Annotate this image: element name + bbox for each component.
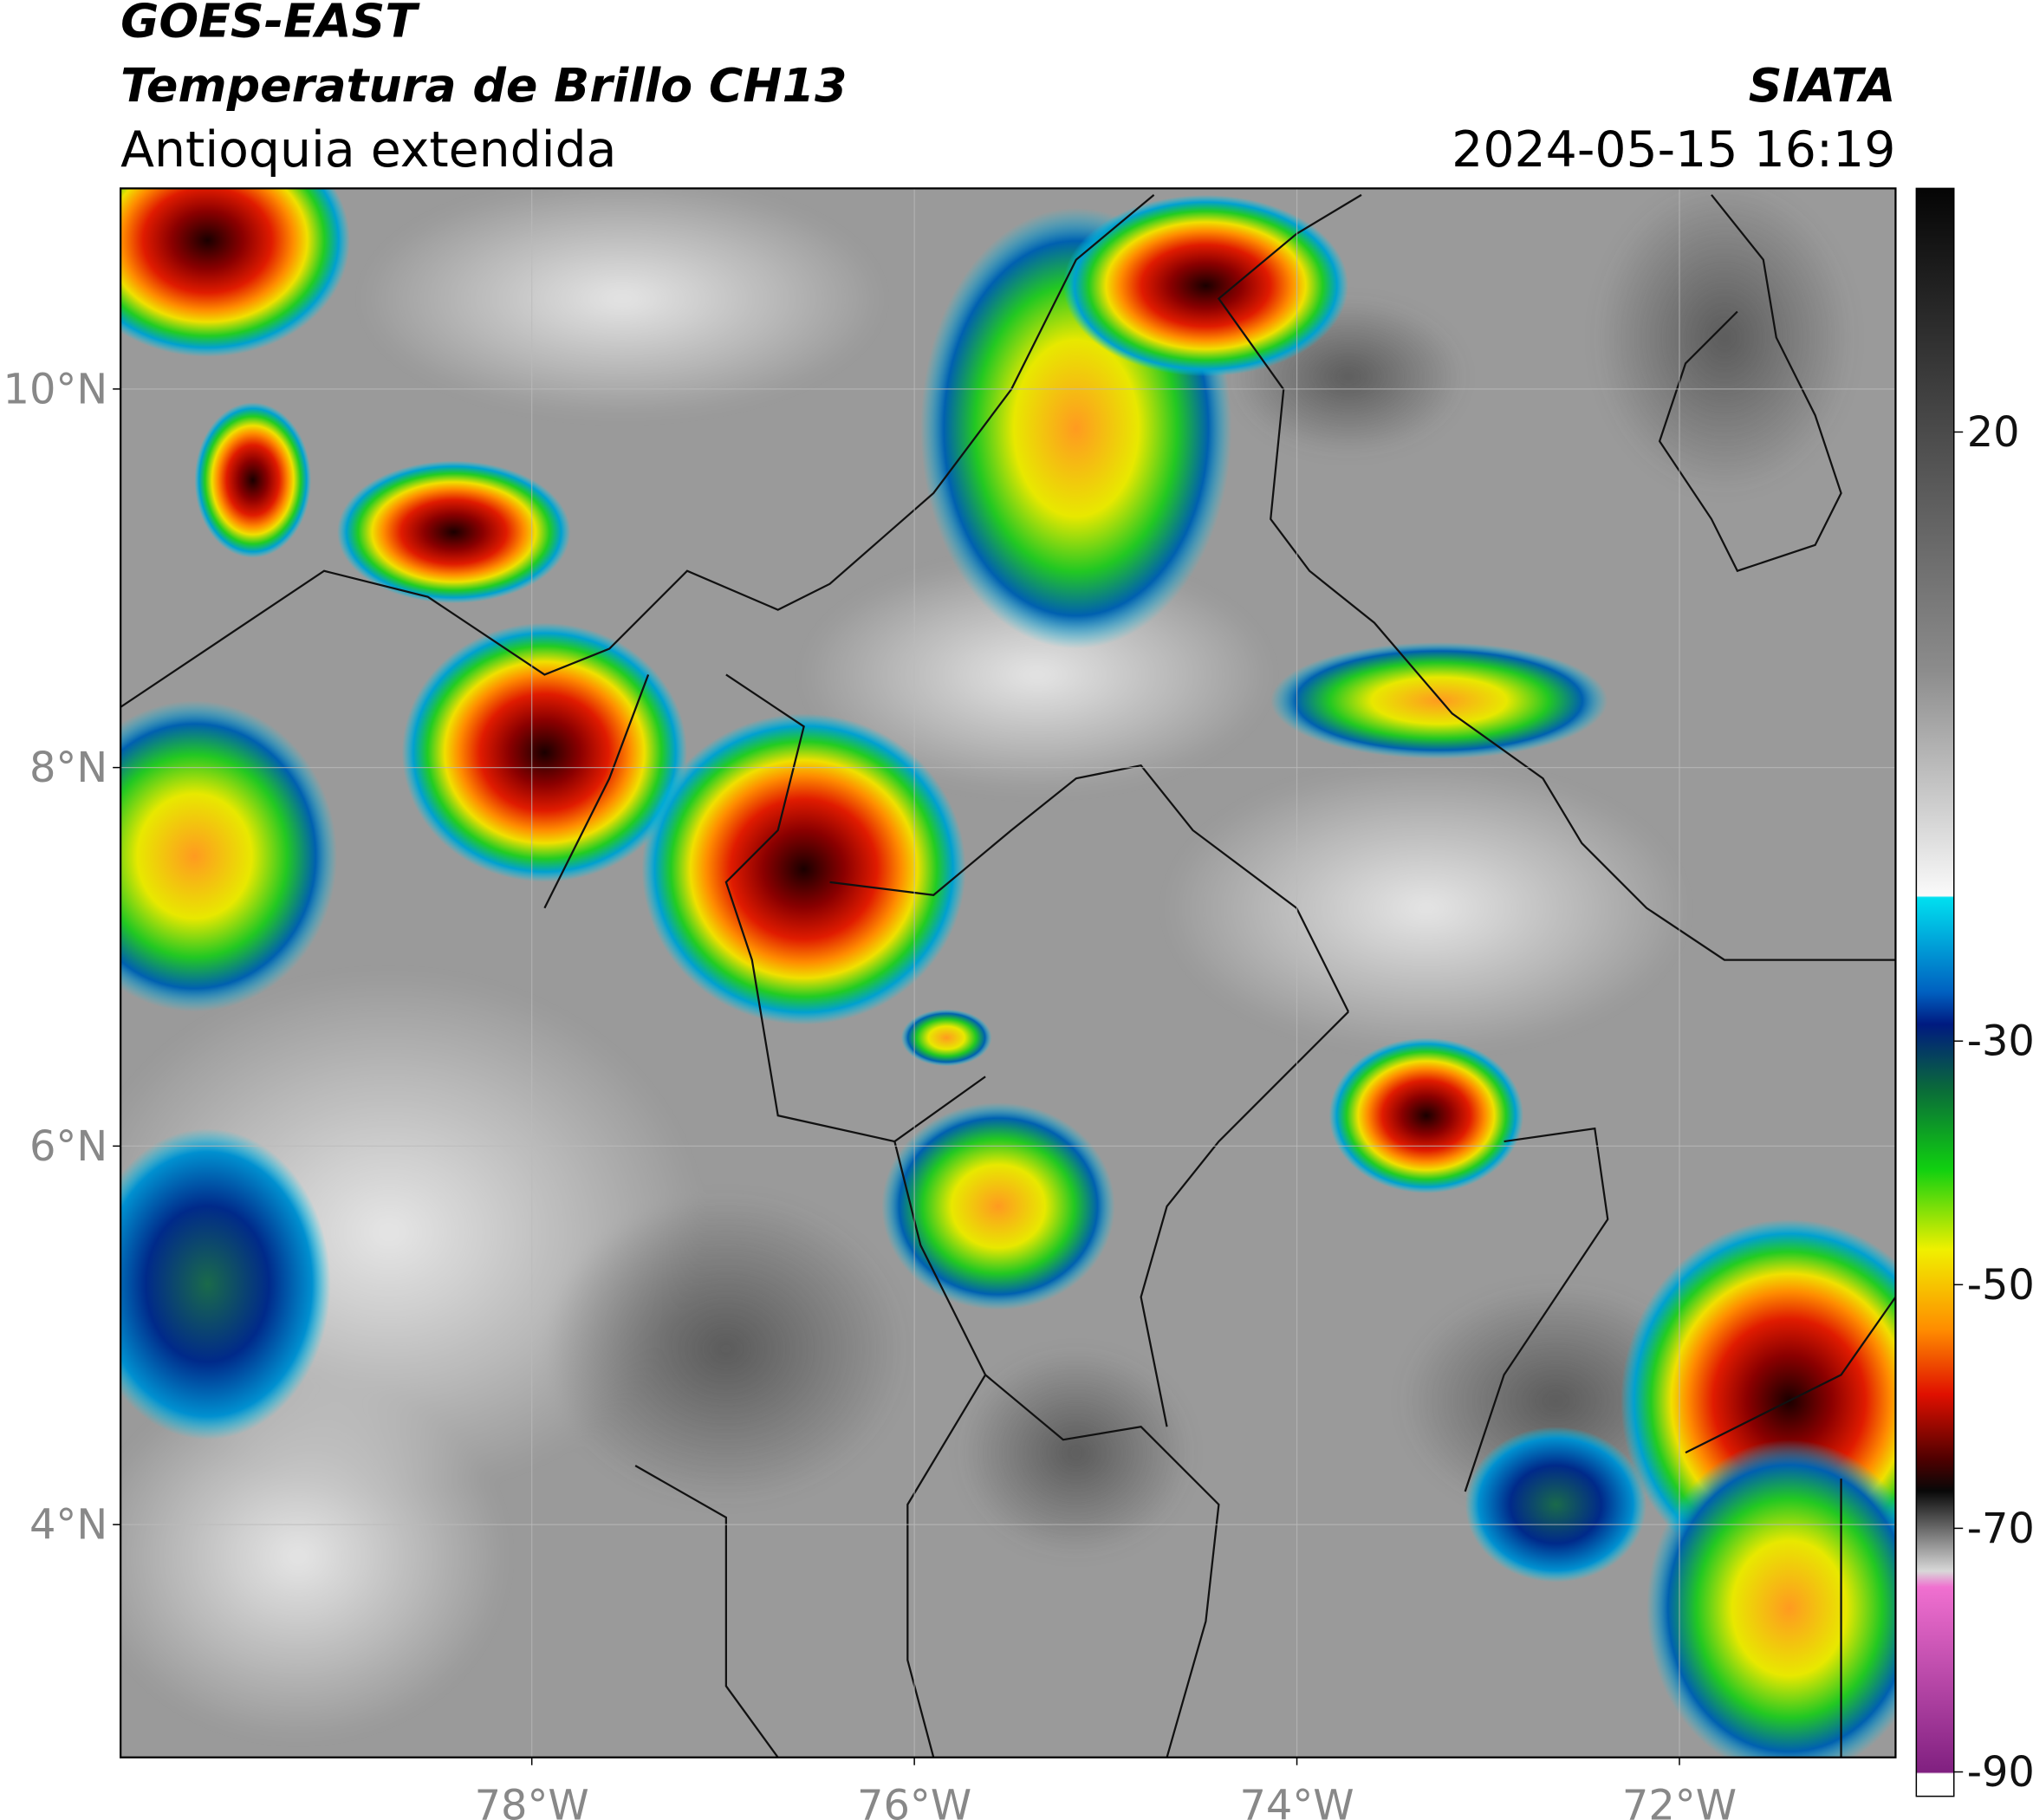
datetime-title: 2024-05-15 16:19 (1452, 121, 1895, 179)
colorbar-tick-label: -70 (1967, 1505, 2033, 1553)
colorbar-tick-label: 20 (1967, 409, 2020, 457)
x-tick-label: 72°W (1622, 1783, 1737, 1820)
convective-cells (120, 188, 1896, 1758)
graticule (120, 188, 1896, 1758)
region-title: Antioquia extendida (120, 121, 616, 179)
product-title: Temperatura de Brillo CH13 (120, 58, 847, 113)
x-tick-label: 78°W (475, 1783, 589, 1820)
y-tick-label: 10°N (3, 366, 108, 413)
colorbar-tick-label: -50 (1967, 1262, 2033, 1310)
x-tick-label: 74°W (1239, 1783, 1354, 1820)
satellite-title: GOES-EAST (120, 0, 420, 48)
satellite-image (120, 188, 1896, 1758)
borders (120, 193, 1896, 1758)
map-frame (120, 187, 1897, 1758)
y-tick-label: 6°N (29, 1123, 107, 1171)
x-tick-label: 76°W (857, 1783, 971, 1820)
colorbar (1915, 187, 1955, 1797)
y-tick-label: 4°N (29, 1502, 107, 1550)
source-title: SIATA (1749, 58, 1896, 113)
y-tick-label: 8°N (29, 744, 107, 792)
colorbar-tick-label: -30 (1967, 1018, 2033, 1066)
colorbar-tick-label: -90 (1967, 1749, 2033, 1797)
